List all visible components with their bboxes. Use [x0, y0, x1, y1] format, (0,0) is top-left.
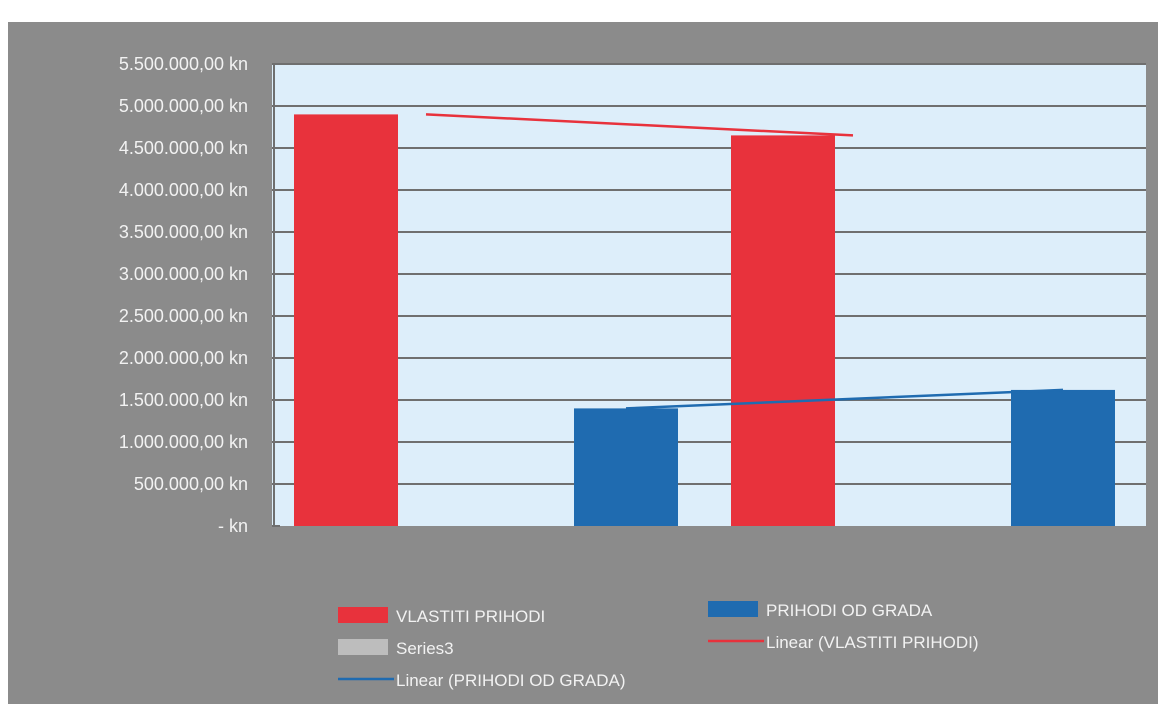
- y-tick-label: 500.000,00 kn: [134, 474, 248, 494]
- bar-2-1: [1011, 389, 1115, 526]
- y-tick-label: 4.000.000,00 kn: [119, 180, 248, 200]
- legend-label-1: PRIHODI OD GRADA: [766, 601, 933, 620]
- trendline-0: [425, 113, 854, 137]
- y-tick-label: 5.000.000,00 kn: [119, 96, 248, 116]
- bar-chart: - kn 500.000,00 kn 1.000.000,00 kn 1.500.00…: [119, 54, 1146, 690]
- plot-area: [272, 64, 1146, 526]
- legend-label-0: VLASTITI PRIHODI: [396, 607, 545, 626]
- bar-2-0: [574, 408, 678, 526]
- y-tick-label: 1.500.000,00 kn: [119, 390, 248, 410]
- legend-swatch-0: [338, 607, 388, 623]
- y-tick-label: 1.000.000,00 kn: [119, 432, 248, 452]
- y-tick-label: 3.000.000,00 kn: [119, 264, 248, 284]
- y-tick-label: 2.500.000,00 kn: [119, 306, 248, 326]
- y-tick-label: 4.500.000,00 kn: [119, 138, 248, 158]
- bar-0-1: [731, 135, 835, 526]
- y-tick-label: 3.500.000,00 kn: [119, 222, 248, 242]
- y-tick-label: 5.500.000,00 kn: [119, 54, 248, 74]
- legend-swatch-2: [338, 639, 388, 655]
- y-tick-label: 2.000.000,00 kn: [119, 348, 248, 368]
- y-tick-label: - kn: [218, 516, 248, 536]
- bar-0-0: [294, 114, 398, 527]
- trendline-1: [625, 388, 1064, 410]
- legend-swatch-1: [708, 601, 758, 617]
- legend-label-3: Linear (VLASTITI PRIHODI): [766, 633, 979, 652]
- chart-frame: - kn 500.000,00 kn 1.000.000,00 kn 1.500.00…: [8, 22, 1158, 704]
- legend-label-2: Series3: [396, 639, 454, 658]
- legend-label-4: Linear (PRIHODI OD GRADA): [396, 671, 626, 690]
